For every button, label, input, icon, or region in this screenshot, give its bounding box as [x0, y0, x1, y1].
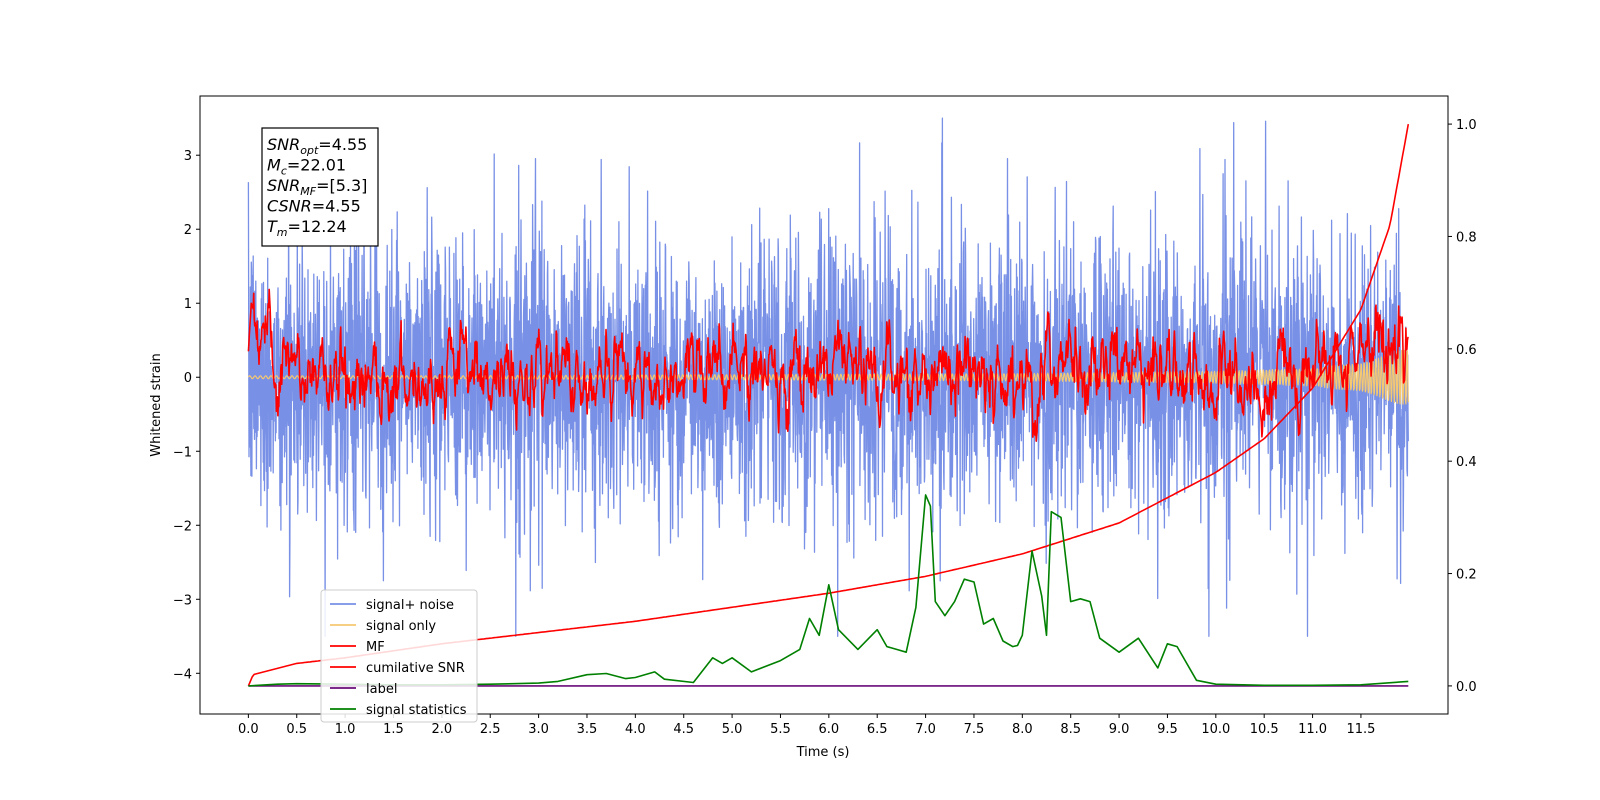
info-box-frame: [261, 127, 379, 247]
info-subscript: opt: [300, 144, 319, 157]
info-box: SNRopt=4.55Mc=22.01SNRMF=[5.3]CSNR=4.55T…: [261, 127, 379, 247]
y-axis-left: −4 −3 −2 −1 0 1 2 3: [173, 149, 200, 682]
info-line: SNRopt=4.55: [267, 135, 367, 157]
info-symbol: CSNR: [267, 197, 312, 216]
info-subscript: MF: [300, 185, 316, 198]
y-tick-label: −2: [173, 519, 192, 534]
x-tick-label: 4.5: [673, 722, 694, 737]
y2-tick-label: 0.2: [1456, 568, 1477, 583]
x-tick-label: 7.5: [964, 722, 985, 737]
series-line-signal-statistics: [248, 494, 1409, 687]
x-tick-label: 0.0: [238, 722, 259, 737]
y-tick-label: 3: [184, 149, 192, 164]
x-tick-label: 1.0: [335, 722, 356, 737]
info-symbol: SNR: [267, 135, 300, 154]
plot-frame: [199, 95, 1449, 715]
legend-entry: cumilative SNR: [366, 661, 465, 676]
y-tick-label: −4: [173, 667, 192, 682]
legend-entry: signal+ noise: [366, 598, 454, 613]
x-axis-label: Time (s): [796, 745, 850, 760]
y2-tick-label: 0.0: [1456, 680, 1477, 695]
legend-entry: signal only: [366, 619, 436, 634]
x-tick-label: 5.0: [722, 722, 743, 737]
info-symbol: SNR: [267, 176, 300, 195]
x-tick-label: 4.0: [625, 722, 646, 737]
x-tick-label: 7.0: [915, 722, 936, 737]
legend-entry: signal statistics: [366, 703, 467, 718]
info-value: =22.01: [287, 156, 346, 175]
x-tick-label: 2.0: [432, 722, 453, 737]
info-value: =4.55: [312, 197, 361, 216]
legend-entry: MF: [366, 640, 385, 655]
y-tick-label: −1: [173, 445, 192, 460]
x-tick-label: 11.5: [1346, 722, 1375, 737]
y2-tick-label: 0.6: [1456, 343, 1477, 358]
info-symbol: T: [267, 217, 278, 236]
y2-tick-label: 0.8: [1456, 230, 1477, 245]
info-subscript: c: [281, 165, 287, 178]
info-subscript: m: [277, 226, 288, 239]
info-line: Tm=12.24: [267, 217, 347, 239]
x-tick-label: 8.0: [1012, 722, 1033, 737]
x-tick-label: 9.5: [1157, 722, 1178, 737]
x-tick-label: 6.5: [867, 722, 888, 737]
y2-tick-label: 0.4: [1456, 455, 1477, 470]
y-tick-label: 2: [184, 223, 192, 238]
x-tick-label: 0.5: [286, 722, 307, 737]
info-symbol: M: [267, 156, 281, 175]
x-tick-label: 10.5: [1250, 722, 1279, 737]
info-line: CSNR=4.55: [267, 197, 361, 216]
x-tick-label: 1.5: [383, 722, 404, 737]
x-tick-label: 2.5: [480, 722, 501, 737]
x-axis: 0.0 0.5 1.0 1.5 2.0 2.5 3.0 3.5 4.0 4.5 5.0 5.5 6.0 6…: [238, 714, 1375, 737]
x-tick-label: 6.0: [818, 722, 839, 737]
y-axis-label: Whitened strain: [149, 353, 164, 456]
series-line-signal-noise: [247, 117, 1409, 637]
info-line: Mc=22.01: [267, 156, 346, 178]
y-tick-label: 1: [184, 297, 192, 312]
x-tick-label: 8.5: [1060, 722, 1081, 737]
x-tick-label: 3.5: [577, 722, 598, 737]
series-line-mf: [247, 288, 1409, 442]
info-value: =[5.3]: [316, 176, 367, 195]
y-axis-right: 0.0 0.2 0.4 0.6 0.8 1.0: [1448, 118, 1477, 695]
info-value: =12.24: [288, 217, 347, 236]
y-tick-label: −3: [173, 593, 192, 608]
legend: signal+ noise signal only MF cumilative SNR…: [320, 589, 478, 723]
x-tick-label: 9.0: [1109, 722, 1130, 737]
x-tick-label: 11.0: [1298, 722, 1327, 737]
x-tick-label: 5.5: [770, 722, 791, 737]
y-tick-label: 0: [184, 371, 192, 386]
x-tick-label: 3.0: [528, 722, 549, 737]
info-line: SNRMF=[5.3]: [267, 176, 367, 198]
legend-entry: label: [366, 682, 397, 697]
y2-tick-label: 1.0: [1456, 118, 1477, 133]
info-value: =4.55: [318, 135, 367, 154]
legend-frame: [320, 589, 478, 723]
x-tick-label: 10.0: [1201, 722, 1230, 737]
